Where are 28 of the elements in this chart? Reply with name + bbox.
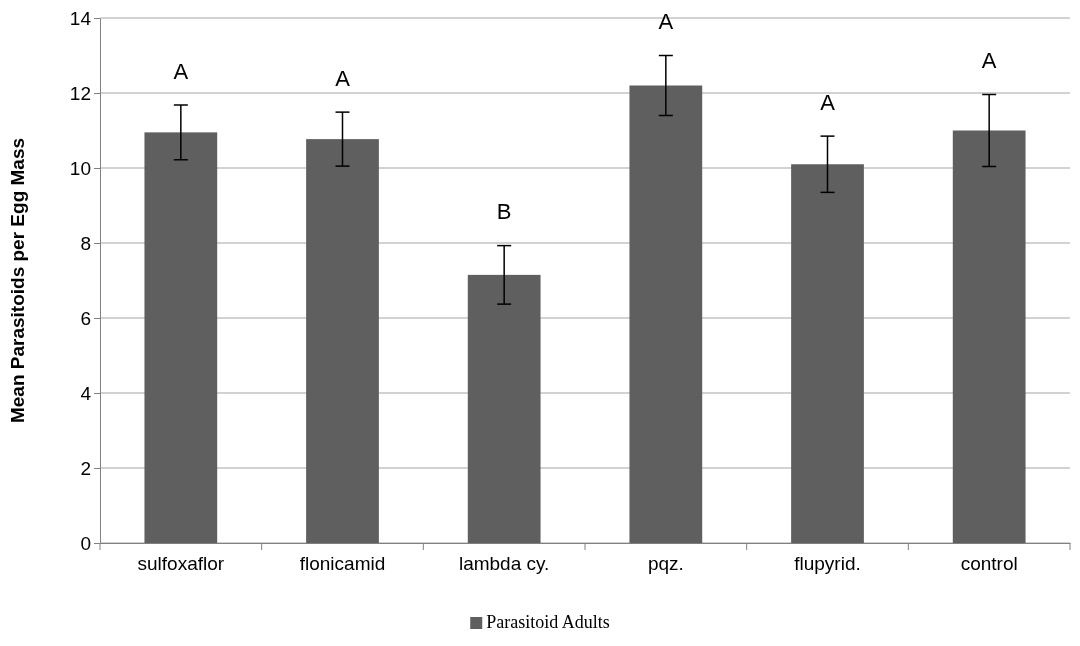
y-tick-label: 4 [80,382,92,404]
bar [629,85,703,543]
annotation: B [496,199,512,225]
bar [306,139,379,543]
x-tick-label: sulfoxaflor [137,553,225,575]
y-tick-label: 12 [69,82,91,104]
annotation: A [173,58,189,84]
x-tick-label: flupyrid. [794,553,861,575]
annotation: A [981,48,997,74]
bar [144,132,218,543]
y-tick-label: 14 [69,7,92,29]
y-tick-label: 10 [69,157,91,179]
bar [791,164,864,543]
annotation: A [658,9,674,35]
bar [952,130,1026,543]
y-tick-label: 6 [80,307,91,329]
x-tick-label: control [960,553,1018,575]
y-tick-label: 8 [80,232,91,254]
legend-label: Parasitoid Adults [486,612,610,632]
y-tick-label: 2 [80,457,91,479]
x-tick-label: lambda cy. [458,553,550,575]
y-axis-title: Mean Parasitoids per Egg Mass [7,137,28,424]
y-tick-label: 0 [80,532,91,554]
bar [467,274,541,543]
x-tick-label: pqz. [647,553,684,575]
x-tick-label: flonicamid [299,553,386,575]
annotation: A [335,65,351,91]
annotation: A [820,89,836,115]
